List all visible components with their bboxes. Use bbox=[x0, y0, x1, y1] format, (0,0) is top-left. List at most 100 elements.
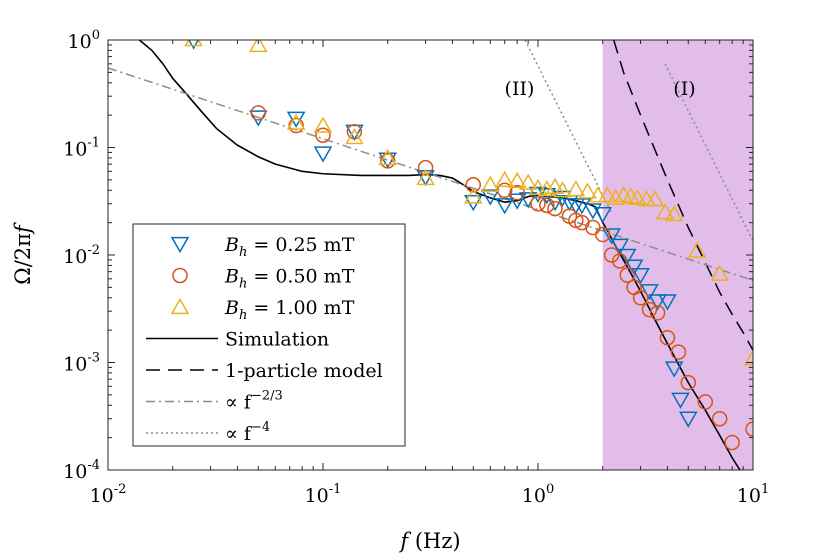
legend-marker-2 bbox=[170, 297, 190, 315]
data-point-0-20 bbox=[593, 206, 613, 224]
data-point-2-19 bbox=[597, 186, 617, 203]
data-point-2-26 bbox=[655, 203, 675, 220]
data-point-2-5 bbox=[378, 148, 398, 166]
data-point-1-4 bbox=[379, 153, 396, 169]
region-label-1: (I) bbox=[673, 78, 695, 100]
data-point-2-30 bbox=[743, 348, 753, 366]
legend-label-line-3: ∝ f−4 bbox=[225, 420, 270, 445]
shaded-region-I bbox=[602, 40, 753, 470]
data-point-1-30 bbox=[745, 421, 753, 437]
data-point-1-6 bbox=[465, 177, 482, 193]
data-point-2-20 bbox=[606, 188, 626, 206]
y-tick-label-4: 10-4 bbox=[63, 458, 100, 483]
data-point-1-21 bbox=[632, 290, 649, 306]
data-point-0-30 bbox=[671, 392, 690, 409]
data-point-0-31 bbox=[678, 411, 698, 428]
data-point-2-7 bbox=[463, 187, 483, 204]
data-point-2-4 bbox=[345, 127, 364, 145]
data-point-2-28 bbox=[687, 241, 707, 258]
data-point-0-3 bbox=[313, 146, 333, 163]
data-point-2-27 bbox=[664, 205, 684, 222]
axis-labels: f (Hz) Ω/2πf bbox=[11, 222, 461, 553]
data-point-2-25 bbox=[645, 190, 665, 207]
marker-layer bbox=[184, 40, 753, 451]
data-point-2-6 bbox=[416, 168, 435, 186]
legend-marker-1 bbox=[172, 267, 188, 284]
data-point-1-10 bbox=[539, 197, 555, 214]
legend-label-series-1: Bh = 0.50 mT bbox=[224, 266, 355, 292]
data-point-2-8 bbox=[481, 175, 500, 192]
region-labels: (II) (I) bbox=[505, 78, 696, 100]
data-point-0-0 bbox=[188, 40, 200, 50]
axes: 10-2 10-1 100 101 100 10-1 10-2 10-3 10-4 bbox=[63, 28, 769, 507]
y-tick-label-0: 100 bbox=[68, 28, 100, 53]
series-line-1 bbox=[613, 40, 753, 351]
data-point-1-9 bbox=[530, 195, 546, 212]
x-tick-label-2: 100 bbox=[522, 482, 554, 507]
shaded-region-rect bbox=[602, 40, 753, 470]
data-point-0-28 bbox=[658, 294, 677, 311]
data-point-2-10 bbox=[507, 171, 527, 188]
data-point-1-19 bbox=[619, 267, 635, 283]
data-point-1-3 bbox=[346, 124, 363, 140]
data-point-2-2 bbox=[286, 113, 306, 130]
legend-label-line-1: 1-particle model bbox=[225, 360, 383, 382]
legend: Bh = 0.25 mT Bh = 0.50 mT Bh = 1.00 mT Simu… bbox=[132, 223, 406, 447]
x-tick-label-1: 10-1 bbox=[305, 482, 342, 507]
data-point-2-15 bbox=[553, 181, 572, 198]
data-point-2-14 bbox=[545, 177, 565, 195]
data-point-1-29 bbox=[724, 434, 740, 451]
data-point-1-5 bbox=[417, 159, 434, 176]
data-point-1-26 bbox=[680, 374, 697, 391]
data-point-1-0 bbox=[250, 105, 267, 121]
series-line-2 bbox=[108, 67, 753, 282]
data-point-2-23 bbox=[628, 188, 647, 206]
data-point-0-29 bbox=[664, 361, 684, 378]
data-point-2-11 bbox=[518, 173, 538, 190]
data-point-1-22 bbox=[641, 301, 658, 318]
data-point-0-24 bbox=[624, 259, 644, 276]
data-point-1-28 bbox=[711, 410, 728, 427]
data-point-1-8 bbox=[509, 184, 525, 201]
y-tick-label-1: 10-1 bbox=[63, 136, 100, 161]
data-point-0-9 bbox=[495, 198, 514, 215]
data-point-0-25 bbox=[631, 267, 650, 285]
data-point-1-15 bbox=[585, 219, 601, 236]
x-tick-label-0: 10-2 bbox=[90, 482, 127, 507]
series-line-3 bbox=[524, 40, 613, 214]
legend-label-series-2: Bh = 1.00 mT bbox=[224, 297, 355, 323]
data-point-0-27 bbox=[648, 294, 667, 311]
data-point-1-18 bbox=[611, 253, 628, 269]
data-point-2-12 bbox=[528, 178, 548, 196]
data-point-2-3 bbox=[313, 116, 333, 133]
data-point-0-8 bbox=[481, 189, 500, 206]
data-point-1-27 bbox=[697, 394, 714, 410]
x-tick-label-3: 101 bbox=[737, 482, 769, 507]
data-point-1-1 bbox=[288, 117, 304, 134]
data-point-2-18 bbox=[588, 186, 608, 203]
data-point-1-2 bbox=[315, 127, 331, 144]
data-point-1-23 bbox=[649, 305, 666, 321]
legend-marker-0 bbox=[170, 236, 190, 254]
data-point-2-9 bbox=[495, 170, 514, 188]
data-point-2-13 bbox=[537, 180, 557, 197]
data-point-1-17 bbox=[603, 247, 620, 263]
data-point-2-1 bbox=[248, 40, 268, 53]
y-tick-label-2: 10-2 bbox=[63, 243, 100, 268]
data-point-0-23 bbox=[617, 248, 637, 266]
legend-label-line-0: Simulation bbox=[225, 329, 329, 351]
data-point-2-17 bbox=[578, 182, 597, 199]
data-point-2-29 bbox=[710, 264, 729, 281]
y-tick-label-3: 10-3 bbox=[63, 351, 100, 376]
data-point-1-24 bbox=[659, 329, 676, 346]
y-axis-label: Ω/2πf bbox=[11, 222, 35, 285]
legend-label-line-2: ∝ f−2/3 bbox=[225, 389, 283, 414]
legend-box bbox=[132, 223, 406, 447]
data-point-0-22 bbox=[610, 238, 630, 255]
data-point-2-16 bbox=[566, 180, 586, 197]
region-label-0: (II) bbox=[505, 78, 535, 100]
x-axis-label: f (Hz) bbox=[398, 529, 460, 553]
data-point-0-10 bbox=[507, 193, 527, 210]
data-point-1-25 bbox=[670, 344, 687, 360]
